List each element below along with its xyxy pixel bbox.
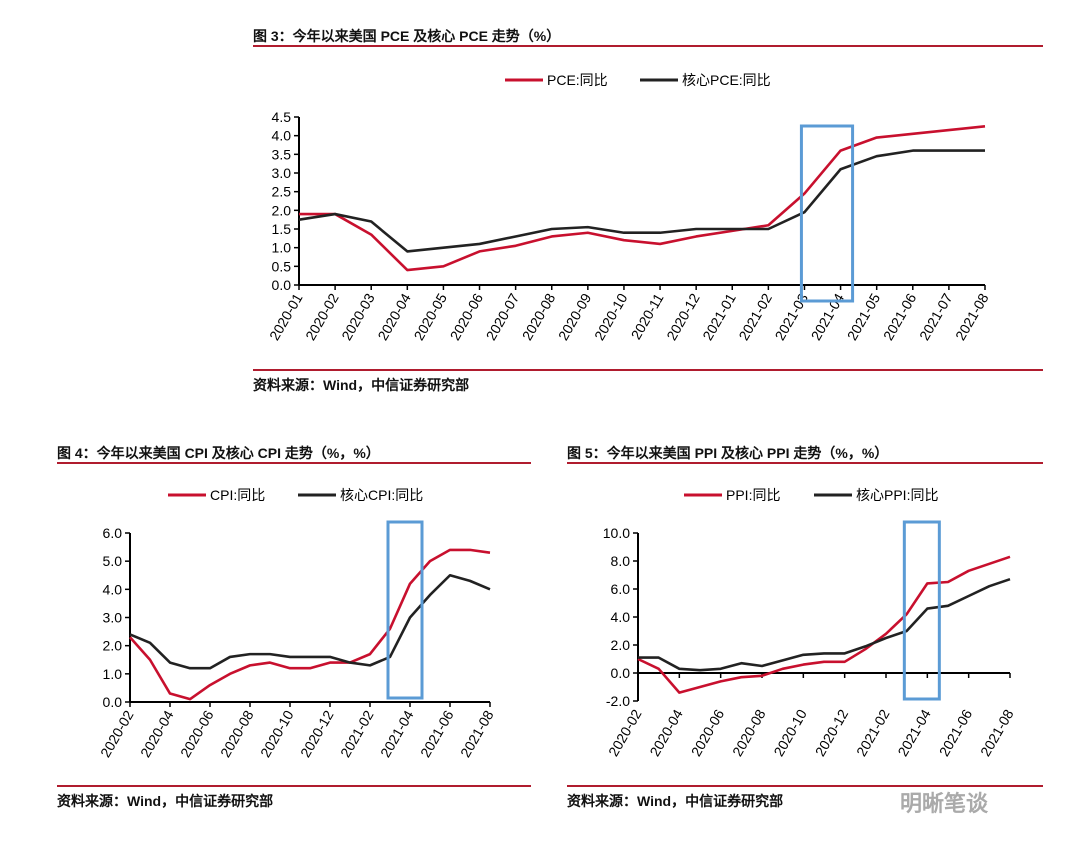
chart3-x-tick-label: 2021-02: [853, 706, 893, 759]
chart1-x-tick-label: 2020-04: [374, 290, 414, 343]
chart1-x-tick-label: 2020-03: [338, 290, 378, 343]
chart2-x-tick-label: 2020-04: [137, 707, 177, 760]
chart1-x-tick-label: 2020-06: [447, 290, 487, 343]
watermark: 明晰笔谈: [900, 791, 989, 816]
chart2-y-tick-label: 0.0: [103, 694, 123, 710]
chart2-x-tick-label: 2020-12: [297, 707, 337, 760]
chart1-y-tick-label: 1.5: [272, 221, 292, 237]
chart1-source: 资料来源：Wind，中信证券研究部: [253, 377, 470, 393]
chart2-x-tick-label: 2021-02: [337, 707, 377, 760]
chart1-top-rule: [253, 45, 1043, 47]
chart1-x-tick-label: 2021-06: [880, 290, 920, 343]
chart2-top-rule: [57, 462, 531, 464]
chart1-y-tick-label: 1.0: [272, 240, 292, 256]
chart1-title: 图 3：今年以来美国 PCE 及核心 PCE 走势（%）: [253, 28, 561, 44]
chart3-legend-label: PPI:同比: [726, 487, 780, 503]
chart1-bottom-rule: [253, 369, 1043, 371]
chart1-y-tick-label: 2.0: [272, 202, 292, 218]
chart1-y-tick-label: 3.0: [272, 165, 292, 181]
chart1-series-headline-line: [299, 125, 986, 272]
chart1-y-tick-label: 0.0: [272, 277, 292, 293]
chart2-x-tick-label: 2021-06: [417, 707, 457, 760]
chart2-y-tick-label: 4.0: [103, 581, 123, 597]
chart2-y-tick-label: 3.0: [103, 610, 123, 626]
chart1-legend-label: PCE:同比: [547, 72, 608, 88]
chart1-y-tick-label: 4.5: [272, 109, 292, 125]
chart2-series-headline-line: [129, 548, 491, 701]
chart1-x-tick-label: 2020-11: [628, 290, 667, 342]
chart3-x-tick-label: 2020-06: [688, 706, 728, 759]
chart3-y-tick-label: 4.0: [611, 609, 631, 625]
chart2-source: 资料来源：Wind，中信证券研究部: [57, 793, 274, 809]
chart2-legend-label: CPI:同比: [210, 487, 265, 503]
chart3-y-tick-label: 0.0: [611, 665, 631, 681]
chart1-y-tick-label: 4.0: [272, 128, 292, 144]
chart2-y-tick-label: 1.0: [103, 666, 123, 682]
chart1-x-tick-label: 2020-09: [555, 290, 595, 343]
chart3-x-tick-label: 2021-06: [936, 706, 976, 759]
chart3-x-tick-label: 2020-10: [770, 706, 810, 759]
chart1-x-tick-label: 2020-05: [410, 290, 450, 343]
chart2-x-tick-label: 2020-08: [217, 707, 257, 760]
chart1-highlight-box: [799, 124, 855, 303]
chart1-x-tick-label: 2020-08: [519, 290, 559, 343]
chart3-legend-label: 核心PPI:同比: [856, 487, 938, 503]
chart3-y-tick-label: 8.0: [611, 553, 631, 569]
chart2-y-tick-label: 2.0: [103, 638, 123, 654]
chart3-x-tick-label: 2020-04: [646, 706, 686, 759]
chart2-x-tick-label: 2021-08: [457, 707, 497, 760]
chart1-x-tick-label: 2021-05: [844, 290, 884, 343]
chart1-y-tick-label: 2.5: [272, 184, 292, 200]
chart3-x-tick-label: 2020-12: [812, 706, 852, 759]
chart3-highlight-box: [902, 520, 941, 701]
chart3-series-headline-line: [637, 555, 1011, 694]
chart3-x-tick-label: 2020-08: [729, 706, 769, 759]
chart2-y-tick-label: 6.0: [103, 525, 123, 541]
chart1-x-tick-label: 2021-08: [952, 290, 992, 343]
chart3-bottom-rule: [567, 785, 1043, 787]
chart1-series-core-line: [298, 149, 985, 253]
chart1-x-tick-label: 2020-12: [663, 290, 703, 343]
chart3-title: 图 5：今年以来美国 PPI 及核心 PPI 走势（%，%）: [567, 445, 889, 461]
chart2-title: 图 4：今年以来美国 CPI 及核心 CPI 走势（%，%）: [57, 445, 380, 461]
chart2-y-tick-label: 5.0: [103, 553, 123, 569]
chart3-y-tick-label: -2.0: [606, 693, 630, 709]
chart3-x-tick-label: 2020-02: [605, 706, 645, 759]
chart2-legend-label: 核心CPI:同比: [340, 487, 423, 503]
chart1-x-tick-label: 2021-01: [699, 290, 739, 343]
chart1-x-tick-label: 2021-03: [772, 290, 812, 343]
chart1-x-tick-label: 2021-07: [916, 290, 956, 343]
chart1-x-tick-label: 2020-10: [591, 290, 631, 343]
chart3-top-rule: [567, 462, 1043, 464]
chart2-series-core-line: [129, 573, 491, 670]
chart3-y-tick-label: 6.0: [611, 581, 631, 597]
chart2-x-tick-label: 2020-02: [97, 707, 137, 760]
chart3-source: 资料来源：Wind，中信证券研究部: [567, 793, 784, 809]
chart3-series-core-line: [638, 577, 1011, 672]
chart1-y-tick-label: 0.5: [272, 258, 292, 274]
chart1-x-tick-label: 2020-07: [483, 290, 523, 343]
chart1-x-tick-label: 2020-01: [266, 290, 306, 343]
chart1-legend-label: 核心PCE:同比: [682, 72, 771, 88]
chart1-x-tick-label: 2020-02: [302, 290, 342, 343]
chart1-x-tick-label: 2021-04: [808, 290, 848, 343]
chart3-x-tick-label: 2021-04: [894, 706, 934, 759]
chart3-x-tick-label: 2021-08: [977, 706, 1017, 759]
chart1-y-tick-label: 3.5: [272, 146, 292, 162]
chart2-x-tick-label: 2021-04: [377, 707, 417, 760]
chart2-x-tick-label: 2020-06: [177, 707, 217, 760]
chart2-highlight-box: [386, 520, 424, 700]
chart2-x-tick-label: 2020-10: [257, 707, 297, 760]
chart3-y-tick-label: 2.0: [611, 637, 631, 653]
chart3-y-tick-label: 10.0: [603, 525, 630, 541]
chart2-bottom-rule: [57, 785, 531, 787]
chart1-x-tick-label: 2021-02: [735, 290, 775, 343]
